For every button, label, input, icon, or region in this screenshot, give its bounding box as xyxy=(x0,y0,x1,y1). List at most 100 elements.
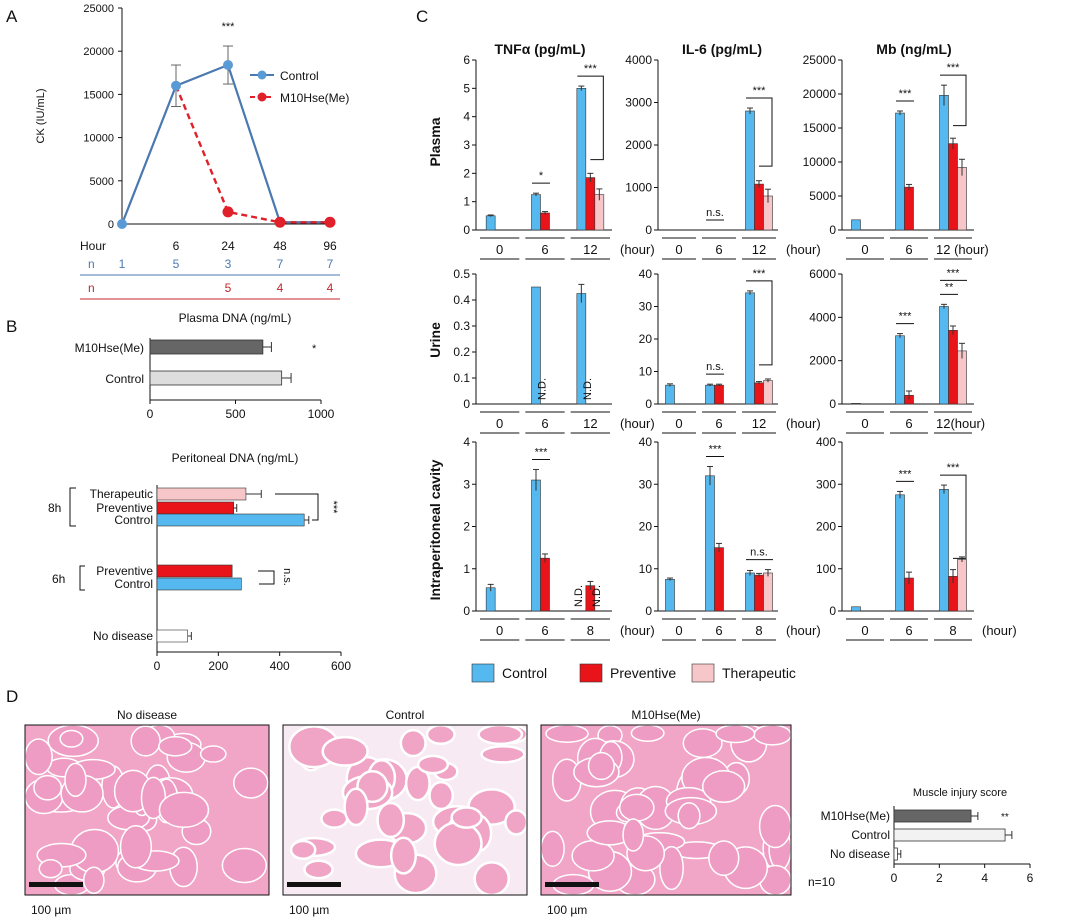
histology-frame-border xyxy=(282,724,528,896)
muscle-fiber xyxy=(376,801,406,839)
group-label: 6 xyxy=(541,242,548,257)
muscle-fiber xyxy=(708,840,740,877)
muscle-fiber xyxy=(24,738,53,776)
group-label: 8 xyxy=(755,623,762,638)
y-tick-label: 2 xyxy=(463,520,470,534)
y-axis-title: CK (IU/mL) xyxy=(35,89,47,144)
bar-0-0 xyxy=(485,215,496,231)
bar-0 xyxy=(893,809,972,823)
y-tick-label: 3 xyxy=(463,477,470,491)
y-tick-label: 1000 xyxy=(625,181,652,195)
bar-2-1 xyxy=(585,177,596,231)
data-point-m10hse xyxy=(274,216,286,228)
legend-label: Control xyxy=(502,665,547,681)
bar-1-1 xyxy=(156,577,242,591)
legend-label-m10hse: M10Hse(Me) xyxy=(280,91,349,105)
scale-bar-label: 100 µm xyxy=(547,903,587,917)
bar-2-0 xyxy=(745,572,755,612)
bar-1 xyxy=(149,370,283,386)
group-label: 6 xyxy=(541,416,548,431)
y-tick-label: 10000 xyxy=(83,133,114,145)
y-tick-label: 15000 xyxy=(803,121,837,135)
bar-0-0 xyxy=(665,579,675,612)
muscle-fiber xyxy=(158,736,193,757)
significance-label-8h: *** xyxy=(327,501,339,515)
group-label: 12 xyxy=(752,242,766,257)
y-tick-label: 10 xyxy=(639,562,653,576)
n-control-value: 3 xyxy=(225,257,232,271)
hour-unit-label: (hour) xyxy=(786,416,821,431)
data-point-m10hse xyxy=(324,216,336,228)
group-label: 6 xyxy=(715,416,722,431)
x-tick-label: 24 xyxy=(221,239,235,253)
chart-title: Peritoneal DNA (ng/mL) xyxy=(172,451,299,465)
x-tick-label: 0 xyxy=(147,407,154,421)
muscle-fiber xyxy=(618,793,655,822)
category-label: Control xyxy=(105,372,144,386)
legend-label: Therapeutic xyxy=(722,665,796,681)
category-label: No disease xyxy=(830,847,890,861)
significance-bracket xyxy=(746,280,773,366)
panel-letter-a: A xyxy=(6,7,18,26)
bar-0 xyxy=(149,339,264,355)
y-tick-label: 4000 xyxy=(809,310,836,324)
group-label: 6 xyxy=(905,623,912,638)
y-tick-label: 40 xyxy=(639,267,653,281)
y-tick-label: 0 xyxy=(829,604,836,618)
bar-1 xyxy=(893,828,1006,842)
y-tick-label: 4 xyxy=(463,110,470,124)
y-tick-label: 0.1 xyxy=(453,371,470,385)
significance-label: *** xyxy=(899,468,913,480)
muscle-fiber xyxy=(477,723,524,746)
scale-bar xyxy=(29,882,83,887)
muscle-fiber xyxy=(540,830,565,867)
significance-label: *** xyxy=(709,444,723,456)
histology-title: M10Hse(Me) xyxy=(631,708,700,722)
significance-bracket xyxy=(940,74,967,127)
muscle-fiber xyxy=(433,821,483,867)
group-label: 8 xyxy=(587,623,594,638)
y-tick-label: 2000 xyxy=(625,138,652,152)
muscle-fiber xyxy=(677,802,701,830)
y-tick-label: 4 xyxy=(463,435,470,449)
category-label: No disease xyxy=(93,629,153,643)
y-tick-label: 25000 xyxy=(803,53,837,67)
y-tick-label: 0 xyxy=(108,219,114,231)
group-label: 12 xyxy=(583,242,597,257)
group-label-hour: 12 (hour) xyxy=(936,242,989,257)
bar-2-2 xyxy=(957,167,967,231)
bar-2-1 xyxy=(754,183,764,231)
row-title: Plasma xyxy=(427,117,443,166)
scale-bar xyxy=(287,882,341,887)
legend-marker-control xyxy=(257,70,267,80)
significance-label: *** xyxy=(753,268,767,280)
muscle-fiber xyxy=(321,735,369,767)
bar-2-2 xyxy=(957,350,967,405)
significance-label: *** xyxy=(535,446,549,458)
muscle-fiber xyxy=(158,791,210,829)
muscle-fiber xyxy=(233,767,269,799)
group-bracket-6h xyxy=(79,565,85,591)
y-tick-label: 10000 xyxy=(803,155,837,169)
x-tick-label: 6 xyxy=(173,239,180,253)
y-tick-label: 3000 xyxy=(625,96,652,110)
muscle-fiber xyxy=(504,809,529,836)
chart-title: Plasma DNA (ng/mL) xyxy=(179,311,292,325)
group-label: 0 xyxy=(675,242,682,257)
significance-label: *** xyxy=(947,267,961,279)
y-tick-label: 0 xyxy=(463,397,470,411)
significance-label: *** xyxy=(899,311,913,323)
n-control-value: 7 xyxy=(327,257,334,271)
muscle-fiber xyxy=(343,787,369,827)
panel-b-plasma-dna-chart: Plasma DNA (ng/mL) 0 500 1000 M10Hse(Me) Cont… xyxy=(75,311,335,421)
bar-1-1 xyxy=(714,384,724,405)
group-label: 0 xyxy=(675,416,682,431)
group-label-6h: 6h xyxy=(52,572,65,586)
muscle-fiber xyxy=(450,806,483,829)
significance-bracket-8h xyxy=(275,493,319,521)
n-control-value: 5 xyxy=(173,257,180,271)
significance-label: *** xyxy=(947,462,961,474)
y-tick-label: 6 xyxy=(463,53,470,67)
significance-label: * xyxy=(539,170,544,182)
nd-label: N.D. xyxy=(537,378,549,400)
